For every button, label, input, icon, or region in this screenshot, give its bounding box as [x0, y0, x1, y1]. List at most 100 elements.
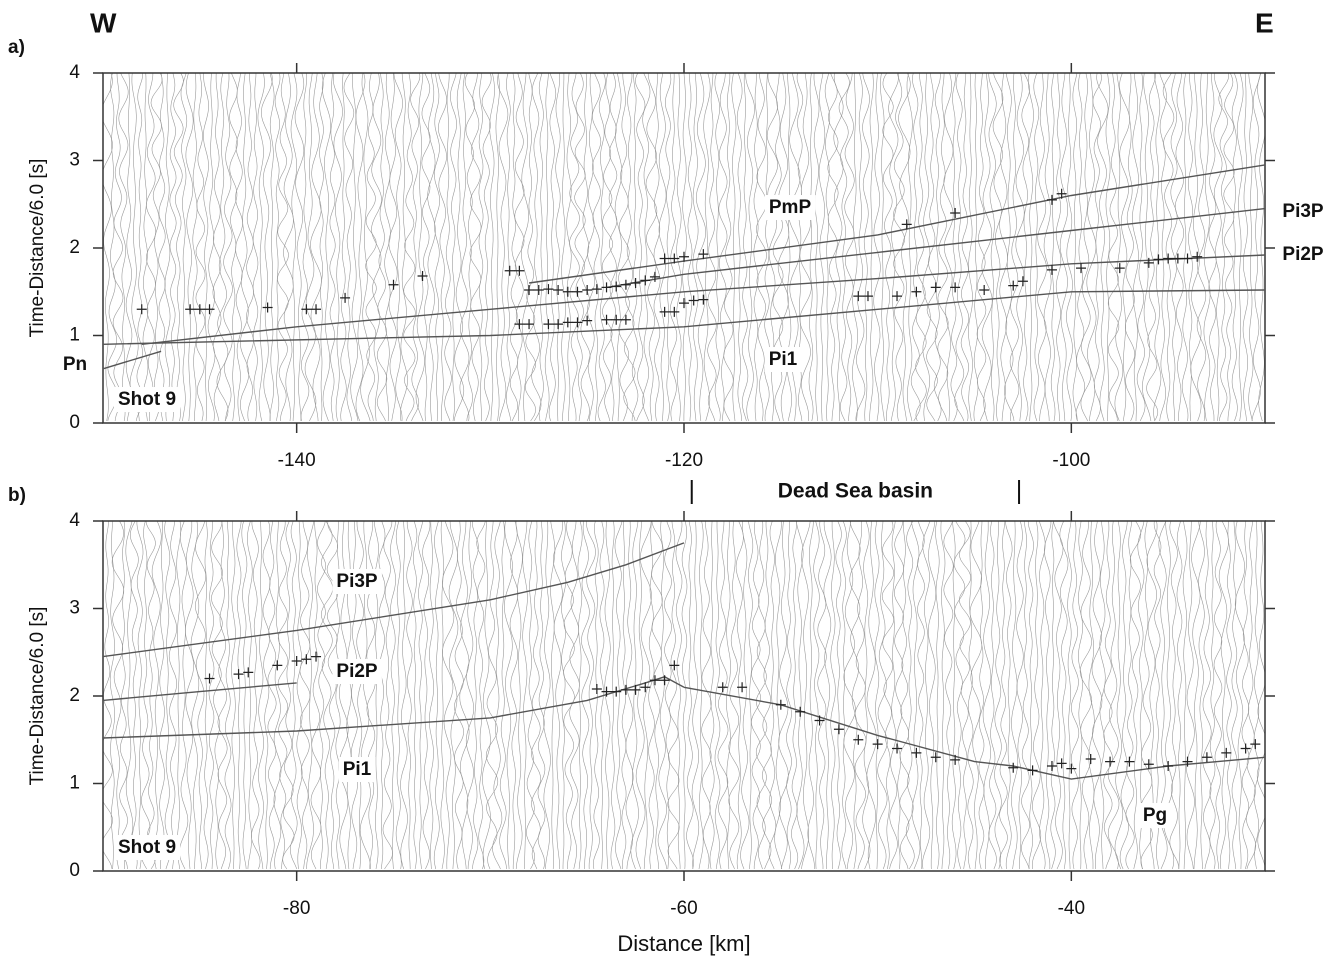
seismic-trace	[1190, 73, 1202, 422]
seismic-trace	[277, 521, 289, 869]
seismic-trace	[849, 521, 861, 870]
seismic-trace	[717, 521, 729, 870]
seismic-trace	[109, 521, 115, 870]
seismic-trace	[591, 73, 602, 422]
seismic-trace	[399, 73, 408, 422]
seismic-trace	[753, 73, 759, 422]
seismic-trace	[922, 521, 931, 870]
seismic-trace	[274, 73, 281, 422]
seismic-trace	[1005, 521, 1013, 870]
phase-label-bg	[332, 569, 382, 595]
seismic-trace	[1050, 73, 1056, 422]
travel-time-curve	[683, 686, 1266, 780]
seismic-trace	[1066, 73, 1073, 422]
pick	[1143, 759, 1154, 770]
plot-frame	[102, 520, 1266, 872]
pick	[1182, 756, 1193, 767]
phase-label-bg	[764, 195, 816, 221]
seismic-trace	[1125, 521, 1135, 870]
pick	[1153, 254, 1164, 265]
phase-label: PmP	[769, 197, 812, 218]
seismic-trace	[854, 521, 867, 870]
seismic-trace	[169, 73, 177, 422]
shot-label-group: Shot 9	[114, 835, 181, 861]
seismic-trace	[1021, 521, 1030, 870]
seismic-trace	[1146, 73, 1159, 422]
seismic-trace	[235, 73, 243, 422]
seismic-trace	[994, 521, 1002, 870]
seismic-trace	[1021, 73, 1030, 422]
y-tick-label: 4	[69, 62, 80, 83]
seismic-trace	[212, 73, 222, 422]
seismic-trace	[211, 521, 223, 870]
pick	[688, 295, 699, 306]
seismic-trace	[736, 73, 743, 421]
seismic-trace	[229, 73, 238, 422]
pick	[1221, 747, 1232, 758]
pick	[194, 304, 205, 315]
seismic-trace	[581, 521, 590, 869]
seismic-trace	[269, 73, 275, 422]
seismic-trace	[561, 73, 566, 422]
y-tick-label: 0	[69, 860, 80, 881]
seismic-trace	[610, 521, 616, 870]
pick	[630, 684, 641, 695]
pick	[659, 253, 670, 264]
seismic-trace	[682, 73, 687, 421]
seismic-trace	[515, 521, 523, 870]
seismic-trace	[768, 521, 777, 870]
pick	[291, 656, 302, 666]
pick	[1192, 251, 1203, 262]
pick	[524, 319, 535, 330]
seismic-trace	[574, 73, 586, 422]
seismic-trace	[801, 521, 811, 870]
seismic-trace	[988, 73, 997, 422]
seismic-trace	[1186, 521, 1195, 870]
seismic-trace	[1256, 521, 1265, 869]
seismic-trace	[246, 521, 253, 870]
seismic-trace	[774, 521, 783, 870]
seismic-trace	[410, 73, 421, 422]
seismic-trace	[926, 73, 938, 422]
seismic-trace	[951, 521, 957, 870]
seismic-trace	[1003, 73, 1015, 422]
phase-label-bg	[338, 757, 376, 783]
shot-label: Shot 9	[118, 837, 176, 858]
seismic-trace	[747, 521, 754, 870]
seismic-trace	[310, 73, 322, 422]
seismic-trace	[881, 521, 895, 870]
seismic-trace	[1231, 73, 1238, 422]
seismic-trace	[207, 73, 216, 422]
seismic-trace	[492, 521, 503, 870]
y-tick-label: 1	[69, 325, 80, 346]
seismic-trace	[813, 521, 820, 870]
seismic-trace	[251, 521, 261, 870]
seismic-trace	[273, 521, 282, 870]
seismic-trace	[388, 73, 398, 422]
seismic-trace	[669, 73, 678, 422]
seismic-trace	[422, 521, 431, 870]
pick	[243, 667, 254, 678]
y-tick-label: 0	[69, 412, 80, 433]
seismic-trace	[1107, 73, 1120, 422]
pick	[911, 747, 922, 758]
seismic-trace	[454, 521, 465, 870]
seismic-trace	[465, 521, 474, 870]
seismic-trace	[355, 73, 366, 422]
pick	[640, 275, 651, 286]
seismic-trace	[1203, 73, 1211, 422]
pick	[620, 279, 631, 290]
seismic-trace	[808, 73, 814, 422]
panel-label: b)	[8, 485, 26, 506]
seismic-trace	[1124, 73, 1136, 422]
phase-label: Pi3P	[336, 571, 378, 592]
phase-label-bg	[1278, 199, 1328, 225]
seismic-trace	[150, 73, 163, 422]
seismic-trace	[664, 73, 672, 422]
seismic-trace	[621, 521, 627, 870]
seismic-trace	[125, 73, 133, 422]
pick	[136, 304, 147, 315]
seismic-trace	[283, 73, 294, 422]
seismic-trace	[459, 73, 470, 422]
